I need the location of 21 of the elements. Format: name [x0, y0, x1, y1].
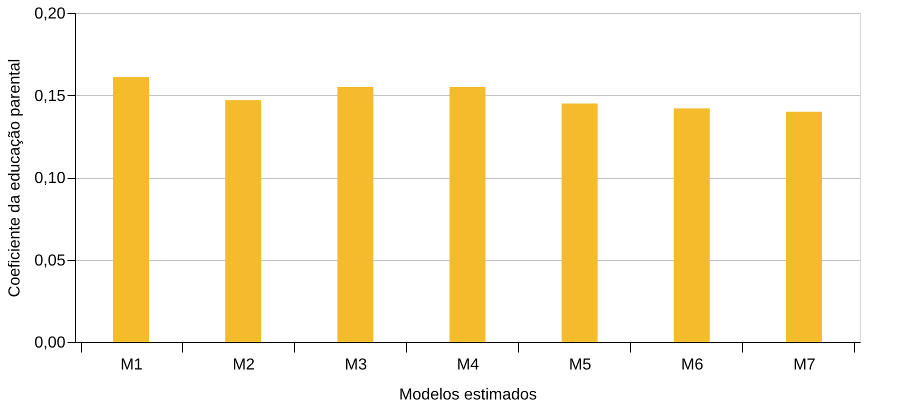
x-axis-title: Modelos estimados: [399, 386, 537, 404]
bar: [674, 108, 710, 342]
y-tick-label: 0,10: [34, 170, 66, 187]
x-tick-label: M3: [344, 356, 368, 374]
x-tick-label: M7: [793, 356, 816, 374]
bar: [450, 87, 486, 342]
y-tick-label: 0,05: [34, 252, 66, 270]
x-tick-label: M1: [120, 356, 143, 374]
y-tick-label: 0,00: [34, 334, 66, 352]
y-tick-label: 0,20: [34, 6, 66, 22]
bar: [786, 112, 822, 342]
bar: [562, 103, 598, 342]
bar: [225, 100, 262, 342]
y-tick-label: 0,15: [34, 88, 66, 105]
x-tick-label: M5: [569, 356, 592, 374]
bar: [337, 87, 374, 342]
x-tick-label: M2: [232, 356, 255, 374]
y-axis-title: Coeficiente da educação parental: [6, 58, 24, 298]
x-tick-label: M6: [681, 356, 704, 374]
bar: [113, 77, 150, 342]
x-tick-label: M4: [456, 356, 480, 374]
